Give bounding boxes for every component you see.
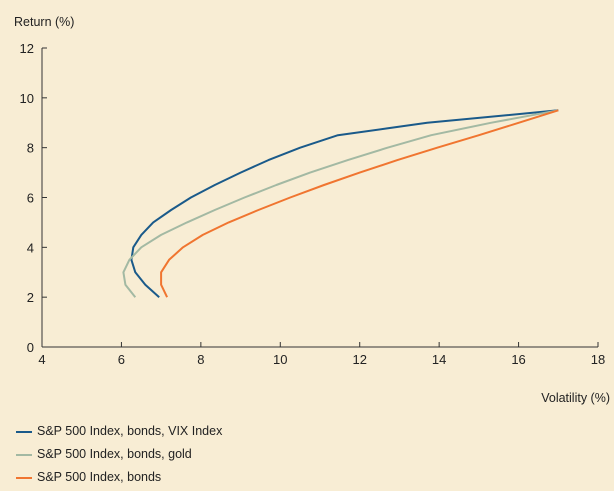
y-tick-label: 0 bbox=[27, 340, 34, 355]
legend-swatch-gold bbox=[16, 453, 32, 456]
x-tick-label: 10 bbox=[273, 352, 287, 367]
x-tick-label: 8 bbox=[197, 352, 204, 367]
series-layer bbox=[122, 109, 559, 298]
y-tick-label: 2 bbox=[27, 290, 34, 305]
x-tick-label: 18 bbox=[591, 352, 605, 367]
y-tick-label: 12 bbox=[20, 41, 34, 56]
x-tick-label: 6 bbox=[118, 352, 125, 367]
series-line-bonds bbox=[160, 109, 559, 298]
y-tick-label: 6 bbox=[27, 191, 34, 206]
legend-label-bonds: S&P 500 Index, bonds bbox=[37, 470, 162, 484]
series-line-vix bbox=[130, 109, 559, 298]
legend-swatch-bonds bbox=[16, 476, 32, 479]
legend-item-vix: S&P 500 Index, bonds, VIX Index bbox=[16, 420, 222, 443]
x-axis-label: Volatility (%) bbox=[541, 391, 610, 405]
y-axis-label: Return (%) bbox=[14, 15, 74, 29]
legend-item-bonds: S&P 500 Index, bonds bbox=[16, 466, 222, 489]
chart-plot: Return (%) Volatility (%) 0 2 4 6 8 10 12 4 6 8 10… bbox=[14, 15, 610, 405]
x-tick-label: 14 bbox=[432, 352, 446, 367]
legend: S&P 500 Index, bonds, VIX Index S&P 500 … bbox=[16, 420, 222, 489]
x-tick-label: 4 bbox=[38, 352, 45, 367]
y-tick-label: 8 bbox=[27, 141, 34, 156]
y-tick-label: 10 bbox=[20, 91, 34, 106]
legend-label-gold: S&P 500 Index, bonds, gold bbox=[37, 447, 192, 461]
legend-label-vix: S&P 500 Index, bonds, VIX Index bbox=[37, 424, 223, 438]
series-line-gold bbox=[122, 109, 559, 298]
x-tick-label: 12 bbox=[352, 352, 366, 367]
axes: 0 2 4 6 8 10 12 4 6 8 10 12 14 16 18 bbox=[20, 41, 606, 367]
x-tick-label: 16 bbox=[511, 352, 525, 367]
legend-item-gold: S&P 500 Index, bonds, gold bbox=[16, 443, 222, 466]
legend-swatch-vix bbox=[16, 430, 32, 433]
y-tick-label: 4 bbox=[27, 240, 34, 255]
